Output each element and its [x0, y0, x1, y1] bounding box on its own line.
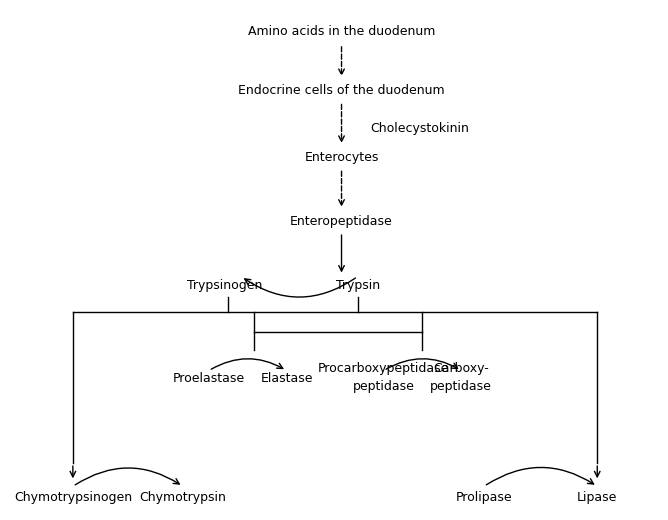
Text: Enterocytes: Enterocytes	[305, 151, 379, 164]
Text: Trypsin: Trypsin	[335, 279, 380, 292]
Text: Trypsinogen: Trypsinogen	[187, 279, 263, 292]
Text: Enteropeptidase: Enteropeptidase	[290, 215, 393, 228]
Text: Amino acids in the duodenum: Amino acids in the duodenum	[248, 24, 436, 37]
Text: Lipase: Lipase	[577, 491, 617, 504]
Text: Elastase: Elastase	[261, 372, 313, 385]
Text: peptidase: peptidase	[353, 380, 415, 393]
Text: Procarboxypeptidase: Procarboxypeptidase	[318, 361, 450, 374]
Text: Proelastase: Proelastase	[173, 372, 245, 385]
Text: Cholecystokinin: Cholecystokinin	[371, 122, 470, 135]
Text: peptidase: peptidase	[430, 380, 492, 393]
Text: Prolipase: Prolipase	[456, 491, 512, 504]
Text: Chymotrypsinogen: Chymotrypsinogen	[14, 491, 132, 504]
Text: Endocrine cells of the duodenum: Endocrine cells of the duodenum	[238, 84, 445, 97]
Text: Carboxy-: Carboxy-	[434, 361, 489, 374]
Text: Chymotrypsin: Chymotrypsin	[140, 491, 226, 504]
